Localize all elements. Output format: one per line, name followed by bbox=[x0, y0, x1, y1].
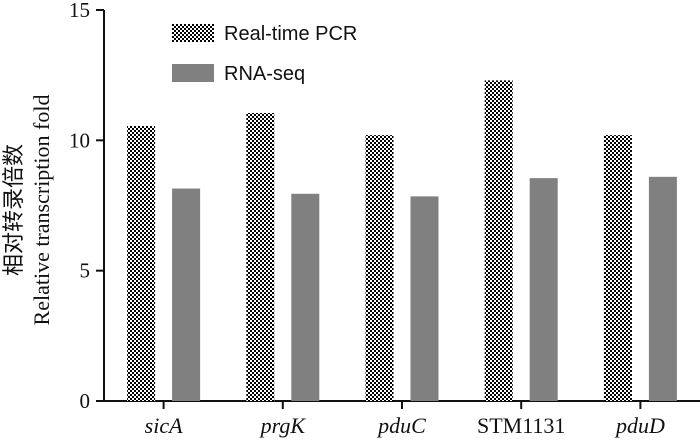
legend-swatch bbox=[172, 24, 214, 42]
x-tick-label: sicA bbox=[145, 413, 183, 438]
bar-real-time-pcr bbox=[127, 125, 156, 401]
legend-label: RNA-seq bbox=[224, 63, 305, 85]
y-tick-label: 15 bbox=[69, 0, 90, 22]
legend-label: Real-time PCR bbox=[224, 23, 357, 45]
x-tick-label: pduC bbox=[376, 413, 426, 438]
x-tick-label: pduD bbox=[614, 413, 665, 438]
bar-real-time-pcr bbox=[603, 135, 632, 401]
x-axis-ticks: sicA prgK pduC STM1131 pduD bbox=[145, 401, 665, 438]
y-axis-ticks: 0 5 10 15 bbox=[69, 0, 104, 413]
bars bbox=[127, 80, 677, 402]
y-tick-label: 5 bbox=[80, 259, 91, 283]
x-tick-label: prgK bbox=[259, 413, 307, 438]
bar-rna-seq bbox=[291, 193, 320, 401]
bar-rna-seq bbox=[410, 196, 439, 401]
y-axis-title: 相对转录倍数 Relative transcription fold bbox=[1, 95, 54, 326]
y-tick-label: 10 bbox=[69, 128, 90, 152]
bar-real-time-pcr bbox=[484, 80, 513, 401]
y-tick-label: 0 bbox=[80, 389, 91, 413]
y-axis-title-chinese: 相对转录倍数 bbox=[1, 144, 26, 276]
bar-rna-seq bbox=[529, 178, 558, 401]
legend: Real-time PCR RNA-seq bbox=[172, 23, 357, 85]
bar-real-time-pcr bbox=[365, 135, 394, 401]
y-axis-title-english: Relative transcription fold bbox=[29, 95, 54, 326]
bar-rna-seq bbox=[648, 176, 677, 401]
legend-swatch bbox=[172, 64, 214, 82]
x-tick-label: STM1131 bbox=[477, 413, 565, 438]
bar-rna-seq bbox=[172, 188, 201, 401]
bar-real-time-pcr bbox=[246, 112, 275, 402]
